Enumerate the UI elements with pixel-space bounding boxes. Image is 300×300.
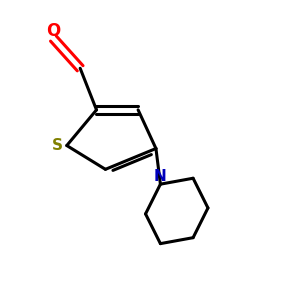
Text: O: O: [46, 22, 61, 40]
Text: N: N: [154, 169, 167, 184]
Text: S: S: [52, 138, 63, 153]
